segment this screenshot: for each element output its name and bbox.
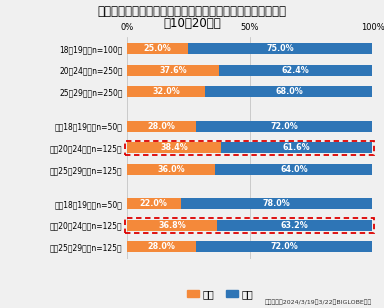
Text: 36.0%: 36.0% xyxy=(157,165,185,174)
Text: 25.0%: 25.0% xyxy=(144,44,171,53)
Text: 調査期間：2024/3/19～3/22　BIGLOBE調べ: 調査期間：2024/3/19～3/22 BIGLOBE調べ xyxy=(265,299,372,305)
Text: 75.0%: 75.0% xyxy=(266,44,294,53)
Bar xyxy=(188,43,372,55)
Bar xyxy=(215,164,372,175)
Bar xyxy=(195,121,372,132)
Text: 68.0%: 68.0% xyxy=(275,87,303,96)
Bar xyxy=(127,121,195,132)
Legend: ある, ない: ある, ない xyxy=(183,285,257,303)
Bar xyxy=(127,86,205,97)
Bar xyxy=(219,65,372,76)
Text: 28.0%: 28.0% xyxy=(147,122,175,131)
Bar xyxy=(195,241,372,253)
Text: 72.0%: 72.0% xyxy=(270,242,298,251)
Text: 78.0%: 78.0% xyxy=(263,199,291,208)
Bar xyxy=(127,198,181,209)
Bar xyxy=(127,241,195,253)
Text: 64.0%: 64.0% xyxy=(280,165,308,174)
Bar xyxy=(181,198,372,209)
Text: 63.2%: 63.2% xyxy=(281,221,309,230)
Bar xyxy=(221,142,372,153)
Bar xyxy=(127,164,215,175)
Text: 【10～20代】: 【10～20代】 xyxy=(163,17,221,30)
Text: 28.0%: 28.0% xyxy=(147,242,175,251)
Bar xyxy=(127,220,217,231)
Bar xyxy=(127,142,221,153)
Text: 38.4%: 38.4% xyxy=(160,143,188,152)
Text: 37.6%: 37.6% xyxy=(159,66,187,75)
Text: 36.8%: 36.8% xyxy=(158,221,186,230)
Text: 32.0%: 32.0% xyxy=(152,87,180,96)
Bar xyxy=(127,65,219,76)
Text: 62.4%: 62.4% xyxy=(282,66,310,75)
Text: 72.0%: 72.0% xyxy=(270,122,298,131)
Text: 61.6%: 61.6% xyxy=(283,143,311,152)
Bar xyxy=(127,43,188,55)
Bar xyxy=(217,220,372,231)
Bar xyxy=(205,86,372,97)
Text: メンタルヘルスの不調で病院などの診察を受けたことがある: メンタルヘルスの不調で病院などの診察を受けたことがある xyxy=(98,5,286,18)
Text: 22.0%: 22.0% xyxy=(140,199,168,208)
